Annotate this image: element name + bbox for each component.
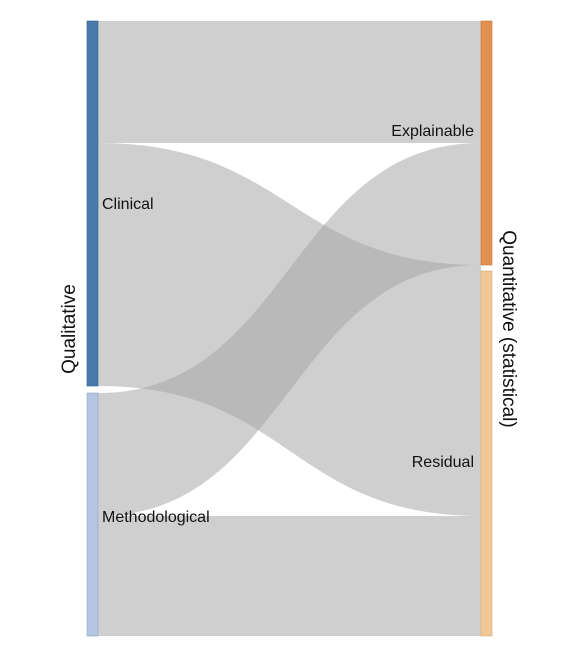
node-bar-residual [480,270,493,637]
flows [98,21,481,636]
node-label-residual: Residual [412,454,474,471]
node-bar-explainable [480,20,493,266]
axis-label-qualitative: Qualitative [59,284,80,374]
node-bar-clinical [86,20,99,387]
flow-methodological-explainable [98,143,481,516]
node-label-clinical: Clinical [102,196,154,213]
flow-methodological-residual [98,516,481,636]
flow-clinical-explainable [98,21,481,143]
node-label-explainable: Explainable [391,123,474,140]
node-bar-methodological [86,392,99,637]
node-label-methodological: Methodological [102,509,210,526]
axis-label-quantitative: Quantitative (statistical) [498,230,519,427]
